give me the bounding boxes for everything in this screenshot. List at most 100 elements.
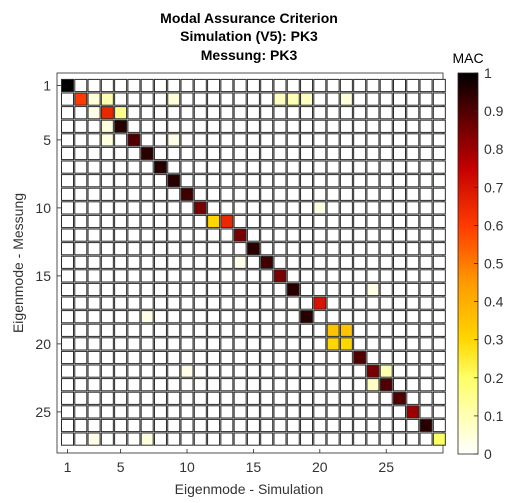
mac-cell [180, 160, 194, 174]
mac-cell [379, 296, 393, 310]
mac-cell [100, 214, 114, 229]
mac-cell [326, 106, 340, 120]
mac-cell [366, 391, 380, 405]
mac-cell [432, 405, 446, 419]
mac-cell [233, 146, 247, 161]
mac-cell [140, 187, 154, 201]
mac-cell [100, 432, 114, 446]
mac-cell [220, 119, 234, 133]
mac-cell [379, 432, 393, 446]
mac-cell [300, 378, 314, 392]
mac-cell [260, 282, 274, 297]
mac-cell [353, 92, 367, 106]
mac-cell [406, 364, 420, 378]
mac-cell [140, 106, 154, 120]
mac-cell [273, 418, 287, 433]
x-tick-label: 5 [117, 459, 125, 475]
mac-cell [233, 391, 247, 405]
mac-cell [339, 133, 353, 147]
mac-cell [87, 92, 101, 106]
mac-cell [153, 214, 167, 229]
mac-cell [393, 242, 406, 256]
mac-cell [260, 160, 274, 174]
mac-cell [353, 214, 367, 229]
mac-cell [260, 337, 274, 351]
mac-cell [300, 405, 314, 419]
mac-cell [406, 378, 420, 392]
mac-cell [220, 146, 234, 161]
mac-cell [114, 228, 128, 242]
mac-cell [419, 187, 433, 201]
mac-cell [193, 364, 207, 378]
mac-cell [61, 269, 74, 283]
mac-cell [286, 282, 300, 297]
mac-cell [114, 269, 128, 283]
mac-cell [114, 242, 128, 256]
mac-cell [286, 269, 300, 283]
mac-cell [326, 228, 340, 242]
mac-cell [273, 269, 287, 283]
mac-cell [326, 418, 340, 433]
mac-cell [180, 310, 194, 324]
mac-cell [260, 201, 274, 215]
mac-cell [74, 418, 88, 433]
mac-cell [246, 418, 260, 433]
mac-cell [193, 119, 207, 133]
mac-cell [233, 106, 247, 120]
mac-cell [246, 174, 260, 188]
mac-cell [180, 187, 194, 201]
mac-cell [313, 228, 327, 242]
mac-cell [61, 228, 74, 242]
mac-cell [207, 133, 221, 147]
mac-cell [153, 296, 167, 310]
mac-cell [87, 228, 101, 242]
mac-cell [406, 228, 420, 242]
mac-cell [432, 378, 446, 392]
mac-cell [353, 78, 367, 93]
mac-cells [61, 78, 446, 446]
mac-cell [419, 432, 433, 446]
mac-cell [406, 255, 420, 269]
mac-cell [366, 228, 380, 242]
mac-cell [366, 106, 380, 120]
mac-cell [339, 296, 353, 310]
mac-cell [339, 432, 353, 446]
mac-cell [127, 146, 141, 161]
mac-cell [180, 92, 194, 106]
mac-cell [100, 160, 114, 174]
mac-cell [326, 255, 340, 269]
mac-cell [207, 255, 221, 269]
mac-cell [366, 255, 380, 269]
mac-cell [366, 378, 380, 392]
mac-cell [207, 228, 221, 242]
mac-cell [61, 310, 74, 324]
mac-cell [220, 323, 234, 337]
mac-cell [419, 78, 433, 93]
mac-cell [233, 133, 247, 147]
mac-cell [246, 282, 260, 297]
mac-cell [100, 201, 114, 215]
mac-cell [339, 187, 353, 201]
mac-cell [273, 323, 287, 337]
mac-cell [140, 432, 154, 446]
mac-cell [61, 146, 74, 161]
mac-cell [326, 187, 340, 201]
mac-cell [140, 405, 154, 419]
mac-cell [61, 160, 74, 174]
mac-cell [167, 92, 181, 106]
mac-cell [74, 350, 88, 365]
colorbar-tick-label: 0.3 [484, 332, 504, 348]
mac-cell [193, 269, 207, 283]
mac-cell [87, 214, 101, 229]
mac-cell [74, 310, 88, 324]
mac-cell [353, 378, 367, 392]
mac-cell [207, 432, 221, 446]
mac-cell [140, 228, 154, 242]
mac-cell [220, 269, 234, 283]
colorbar-tick-label: 1 [484, 65, 492, 81]
mac-cell [193, 201, 207, 215]
mac-cell [393, 296, 406, 310]
mac-cell [260, 391, 274, 405]
mac-cell [127, 174, 141, 188]
mac-cell [366, 364, 380, 378]
